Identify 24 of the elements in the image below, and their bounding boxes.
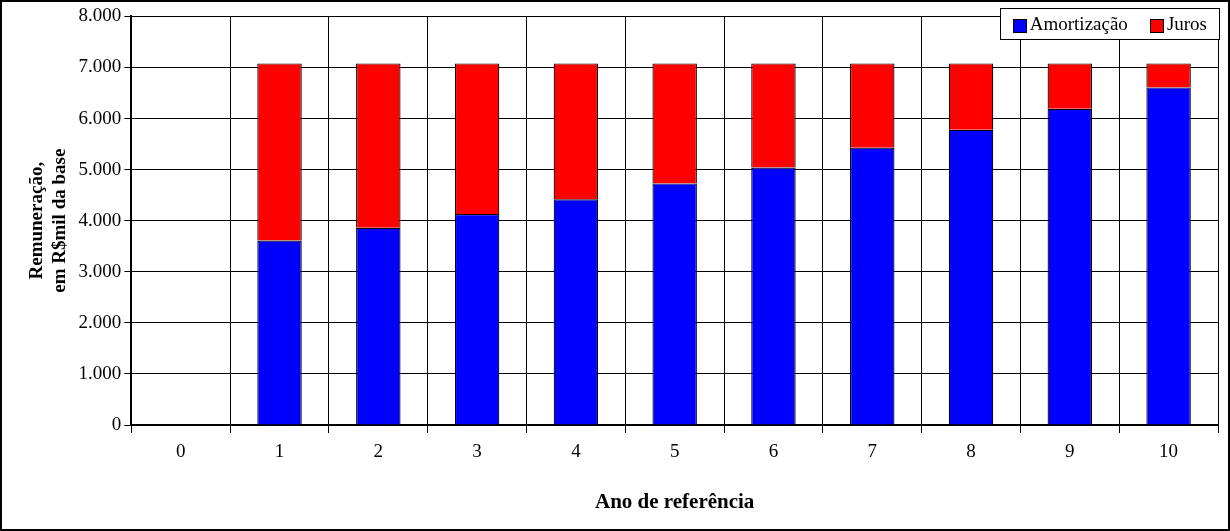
x-tick-label: 7 <box>867 440 877 462</box>
y-tick-label: 8.000 <box>78 4 122 26</box>
y-tick-label: 2.000 <box>78 310 122 332</box>
x-tick-label: 4 <box>571 440 582 462</box>
x-tick-label: 8 <box>966 440 976 462</box>
x-tick-label: 5 <box>669 440 680 462</box>
x-tick-label: 3 <box>472 440 482 462</box>
x-axis-title: Ano de referência <box>594 488 755 513</box>
x-tick-label: 9 <box>1065 440 1075 462</box>
x-tick-label: 1 <box>274 440 285 462</box>
y-tick-label: 6.000 <box>78 106 122 128</box>
y-tick-label: 3.000 <box>78 259 122 281</box>
x-tick-label: 6 <box>768 440 779 462</box>
legend-label: Amortização <box>1028 13 1128 36</box>
y-tick-label: 7.000 <box>78 55 122 77</box>
y-tick-label: 0 <box>111 412 122 434</box>
y-axis-title: Remuneração, em R$mil da base <box>25 148 70 293</box>
x-tick-label: 2 <box>373 440 384 462</box>
y-tick-label: 1.000 <box>78 361 122 383</box>
y-tick-label: 5.000 <box>78 157 122 179</box>
x-tick-label: 10 <box>1159 440 1179 462</box>
x-tick-label: 0 <box>175 440 186 462</box>
legend-label: Juros <box>1165 13 1207 36</box>
y-tick-label: 4.000 <box>78 208 122 230</box>
